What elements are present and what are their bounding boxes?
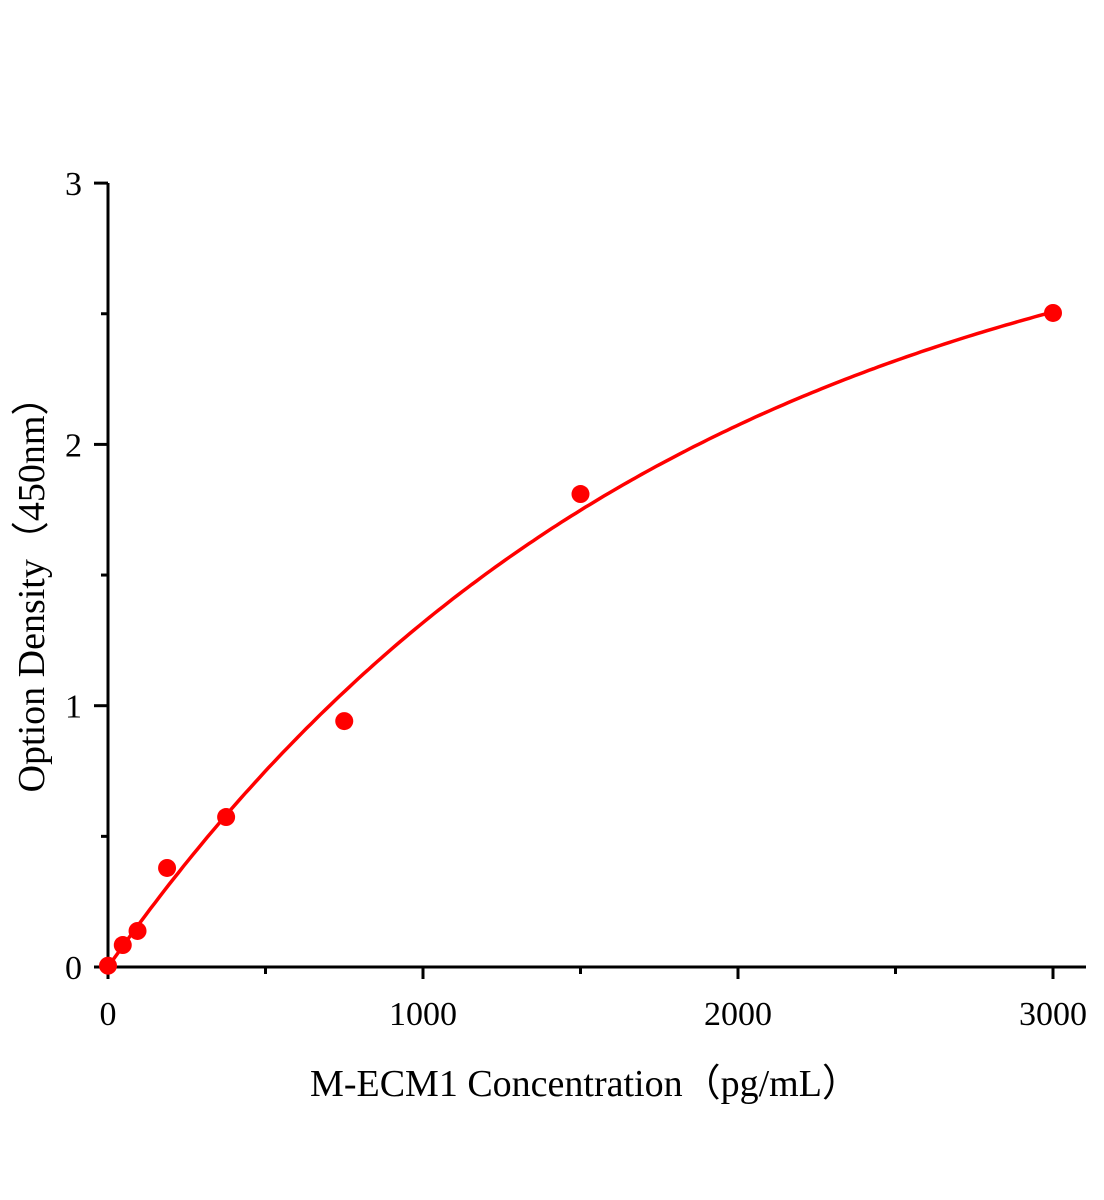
y-tick-label: 3 [65,166,82,203]
axes [94,181,1086,979]
y-tick-label: 2 [65,427,82,464]
data-point [128,921,147,940]
x-tick-label: 3000 [1019,996,1087,1033]
y-tick-label: 0 [65,950,82,987]
y-tick-label: 1 [65,689,82,726]
x-tick-label: 2000 [704,996,772,1033]
data-point [113,936,132,955]
x-tick-labels: 0 1000 2000 3000 [100,996,1088,1033]
data-point [571,485,590,504]
data-points [99,303,1062,975]
x-tick-label: 1000 [389,996,457,1033]
y-tick-labels: 0 1 2 3 [65,166,82,987]
data-point [1044,303,1062,322]
data-point [99,956,117,975]
data-point [158,858,177,877]
fit-curve [106,310,1054,969]
data-point [335,712,354,731]
x-axis-title: M-ECM1 Concentration（pg/mL） [310,1063,860,1105]
data-point [217,808,236,827]
y-axis-title: Option Density（450nm） [11,378,53,793]
x-tick-label: 0 [100,996,117,1033]
